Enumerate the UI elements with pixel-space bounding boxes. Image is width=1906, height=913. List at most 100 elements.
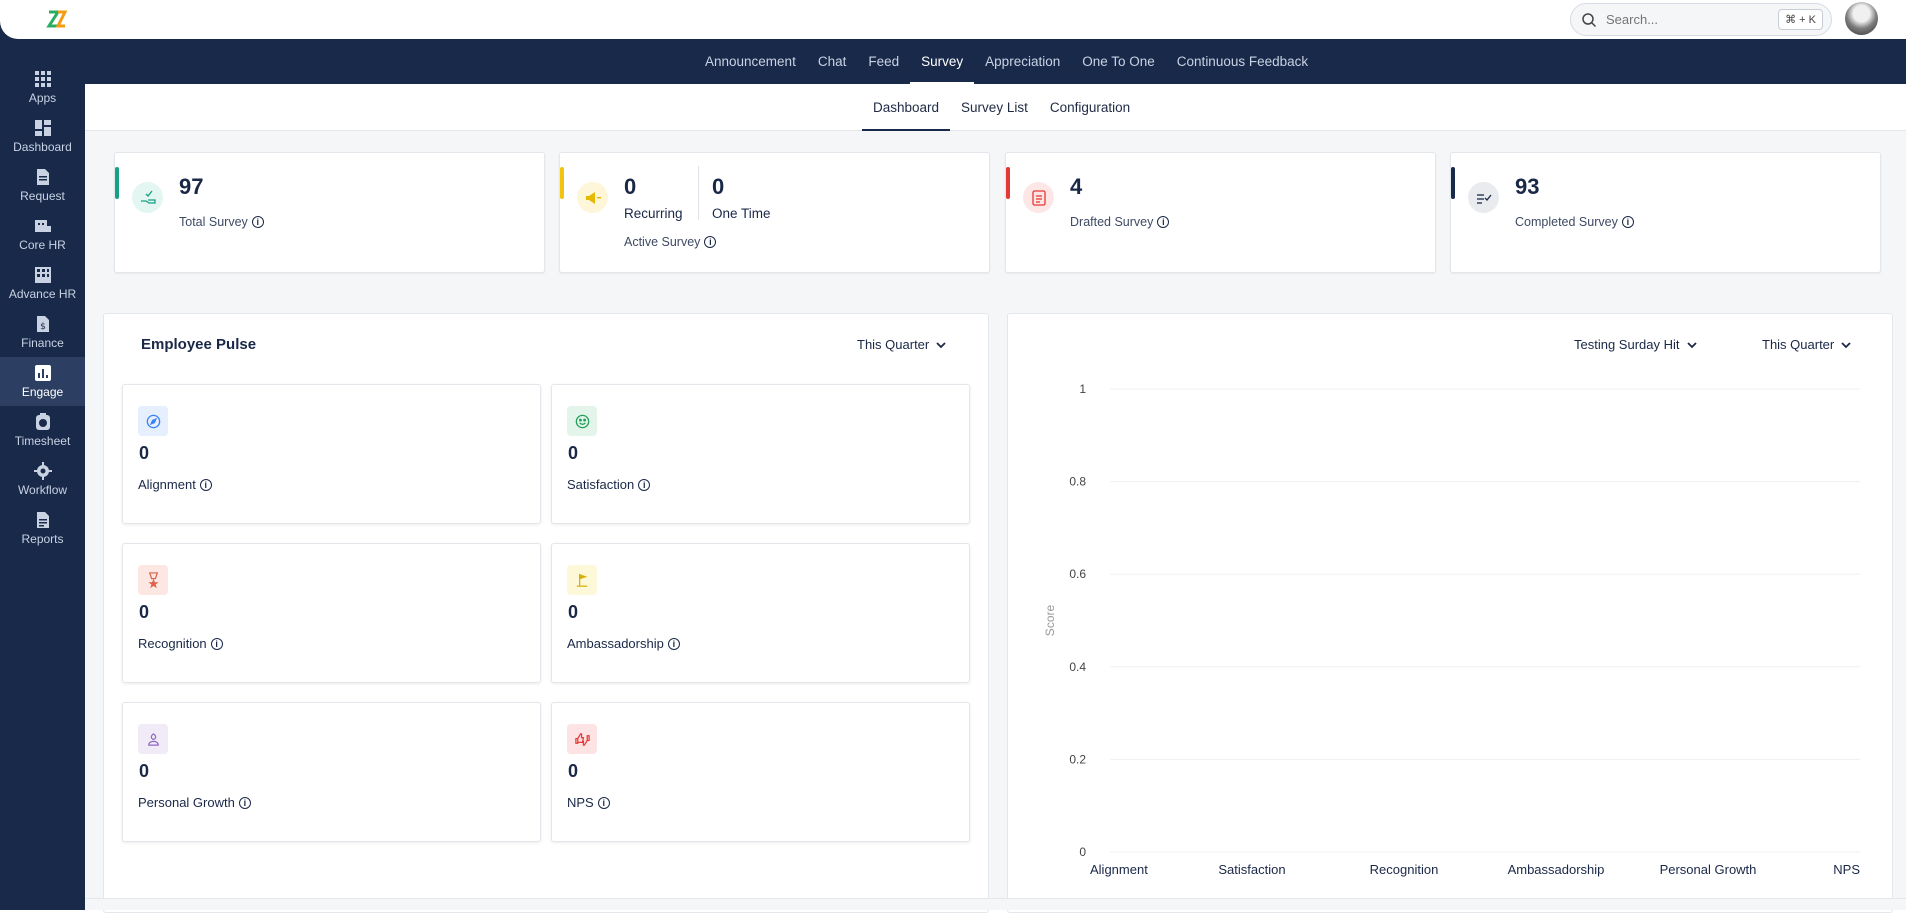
pulse-card-ambassadorship[interactable]: 0 Ambassadorship i [551,543,970,683]
nav-continuous-feedback[interactable]: Continuous Feedback [1176,54,1309,69]
tab-configuration[interactable]: Configuration [1049,100,1131,115]
stat-label-text: Active Survey [624,235,701,249]
pulse-label-text: Recognition [138,636,207,651]
stat-value: 97 [179,174,204,199]
tab-dashboard[interactable]: Dashboard [862,84,951,131]
y-tick-label: 0 [1079,845,1086,859]
top-bar: ⌘ + K [0,0,1906,39]
pulse-value: 0 [139,602,150,622]
pulse-card-alignment[interactable]: 0 Alignment i [122,384,541,524]
accent-bar [1006,167,1010,199]
stat-label: Total Survey i [179,215,264,229]
pulse-value: 0 [139,761,150,781]
nav-announcement[interactable]: Announcement [705,54,796,69]
sidebar-item-finance[interactable]: $ Finance [0,308,85,357]
dashboard-icon [34,120,51,136]
pulse-label: Personal Growth i [138,795,251,810]
reports-icon [36,512,49,528]
survey-filter-dropdown[interactable]: Testing Surday Hit [1574,337,1698,352]
search-shortcut: ⌘ + K [1778,9,1823,30]
chevron-down-icon [936,341,946,348]
pulse-card-recognition[interactable]: 0 Recognition i [122,543,541,683]
thumbs-icon [567,724,597,754]
sidebar-item-label: Apps [28,91,57,105]
medal-icon [138,565,168,595]
pulse-card-satisfaction[interactable]: 0 Satisfaction i [551,384,970,524]
main-nav: Announcement Chat Feed Survey Appreciati… [0,39,1906,84]
megaphone-icon [577,182,608,213]
score-chart-panel [1007,313,1893,913]
compass-icon [138,406,168,436]
search-icon [1582,12,1597,27]
sidebar-item-advance-hr[interactable]: Advance HR [0,259,85,308]
pulse-label: Alignment i [138,477,212,492]
pulse-label: Satisfaction i [567,477,651,492]
sidebar-item-engage[interactable]: Engage [0,357,85,406]
sidebar-item-timesheet[interactable]: Timesheet [0,406,85,455]
info-icon[interactable]: i [704,236,717,248]
sidebar-item-workflow[interactable]: Workflow [0,455,85,504]
x-tick-label: Ambassadorship [1508,862,1605,877]
brand-logo-icon[interactable] [46,8,68,30]
survey-hand-icon [132,182,163,213]
info-icon[interactable]: i [667,637,680,650]
nav-appreciation[interactable]: Appreciation [985,54,1061,69]
pulse-label-text: NPS [567,795,594,810]
nav-chat[interactable]: Chat [817,54,847,69]
stat-card-total-survey: 97 Total Survey i [114,152,545,273]
dropdown-label: Testing Surday Hit [1574,337,1680,352]
sidebar-item-label: Engage [21,385,64,399]
smile-icon [567,406,597,436]
sidebar-item-core-hr[interactable]: Core HR [0,210,85,259]
pulse-label: Ambassadorship i [567,636,680,651]
info-icon[interactable]: i [1157,216,1170,228]
dropdown-label: This Quarter [1762,337,1835,352]
search-input[interactable] [1606,12,1756,27]
pulse-card-personal-growth[interactable]: 0 Personal Growth i [122,702,541,842]
advance-hr-icon [34,267,51,283]
stat-label: Active Survey i [624,235,717,249]
workflow-icon [33,462,52,480]
sidebar-item-apps[interactable]: Apps [0,63,85,112]
engage-icon [34,365,51,381]
pulse-value: 0 [139,443,150,463]
info-icon[interactable]: i [638,478,651,491]
stat-label-text: Drafted Survey [1070,215,1154,229]
sidebar-item-reports[interactable]: Reports [0,504,85,553]
info-icon[interactable]: i [210,637,223,650]
x-tick-label: NPS [1833,862,1860,877]
dropdown-label: This Quarter [857,337,930,352]
global-search[interactable]: ⌘ + K [1570,3,1832,36]
pulse-label-text: Satisfaction [567,477,635,492]
user-avatar[interactable] [1845,2,1878,35]
info-icon[interactable]: i [597,796,610,809]
stat-label: Drafted Survey i [1070,215,1170,229]
sidebar-item-label: Core HR [19,238,66,252]
panel-title: Employee Pulse [141,336,257,353]
stat-card-drafted-survey: 4 Drafted Survey i [1005,152,1436,273]
pulse-period-dropdown[interactable]: This Quarter [857,337,947,352]
tab-survey-list[interactable]: Survey List [961,100,1028,115]
nav-one-to-one[interactable]: One To One [1082,54,1155,69]
info-icon[interactable]: i [238,796,251,809]
pulse-value: 0 [568,761,579,781]
sidebar-item-label: Dashboard [13,140,72,154]
stat-label-text: Total Survey [179,215,248,229]
chart-period-dropdown[interactable]: This Quarter [1762,337,1852,352]
stat-card-completed-survey: 93 Completed Survey i [1450,152,1881,273]
sidebar-item-dashboard[interactable]: Dashboard [0,112,85,161]
sidebar-item-request[interactable]: Request [0,161,85,210]
y-tick-label: 0.8 [1069,475,1086,489]
stat-one-time-label: One Time [712,206,771,221]
info-icon[interactable]: i [251,216,264,228]
stat-label: Completed Survey i [1515,215,1634,229]
nav-feed[interactable]: Feed [868,54,900,69]
nav-survey[interactable]: Survey [910,39,975,84]
x-tick-label: Alignment [1090,862,1148,877]
info-icon[interactable]: i [1621,216,1634,228]
stat-recurring-value: 0 [624,174,637,199]
pulse-card-nps[interactable]: 0 NPS i [551,702,970,842]
sidebar-item-label: Timesheet [14,434,71,448]
list-icon [1023,182,1054,213]
info-icon[interactable]: i [199,478,212,491]
